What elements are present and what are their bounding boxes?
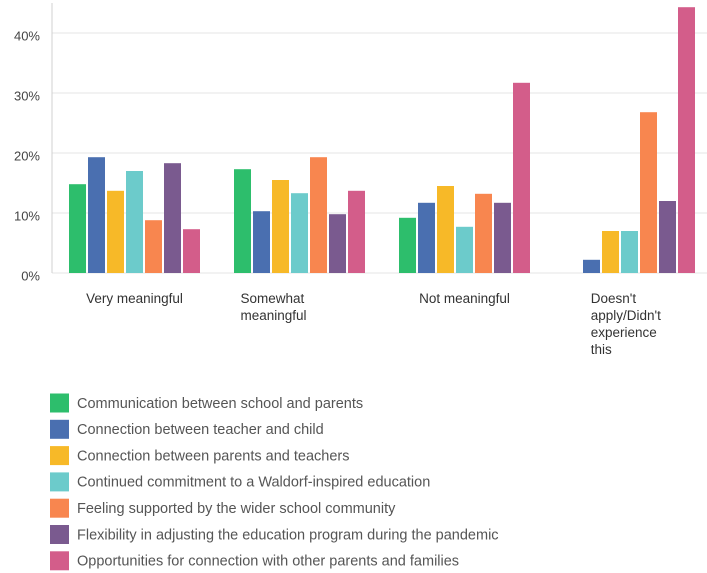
legend-label: Connection between teacher and child: [77, 422, 324, 438]
legend-label: Continued commitment to a Waldorf-inspir…: [77, 475, 430, 491]
y-tick-label: 40%: [14, 28, 40, 43]
bar: [348, 190, 365, 273]
bar: [583, 259, 600, 273]
x-tick-label: Doesn't apply/Didn't experience this: [590, 291, 661, 357]
legend-swatch: [50, 551, 69, 571]
legend-swatch: [50, 446, 69, 466]
y-tick-label: 20%: [14, 148, 40, 163]
bar: [88, 157, 105, 273]
bar: [145, 220, 162, 273]
bar: [107, 190, 124, 273]
bar: [640, 112, 657, 273]
bar: [310, 157, 327, 273]
legend-swatch: [50, 393, 69, 413]
y-tick-label: 0%: [21, 268, 40, 283]
legend-swatch: [50, 525, 69, 544]
legend-label: Connection between parents and teachers: [77, 448, 349, 464]
bar: [456, 226, 473, 273]
x-tick-label: Somewhat meaningful: [240, 291, 307, 323]
y-tick-label: 10%: [14, 208, 40, 223]
bar: [513, 82, 530, 273]
bar: [164, 163, 181, 273]
legend-label: Feeling supported by the wider school co…: [77, 501, 396, 517]
x-tick-label: Very meaningful: [86, 291, 183, 306]
y-tick-label: 30%: [14, 88, 40, 103]
x-tick-label: Not meaningful: [419, 291, 510, 306]
bar: [678, 7, 695, 273]
bar: [475, 193, 492, 273]
bar: [437, 186, 454, 273]
bar: [234, 169, 251, 273]
bar: [494, 202, 511, 273]
bar: [69, 184, 86, 273]
legend-label: Opportunities for connection with other …: [77, 554, 459, 570]
legend-swatch: [50, 498, 69, 518]
bar: [621, 231, 638, 273]
bar: [272, 180, 289, 273]
legend-label: Flexibility in adjusting the education p…: [77, 527, 499, 543]
bar: [253, 211, 270, 273]
bar: [659, 201, 676, 273]
legend-label: Communication between school and parents: [77, 396, 363, 412]
bar: [418, 202, 435, 273]
legend-swatch: [50, 472, 69, 492]
bar: [291, 193, 308, 273]
bar: [183, 229, 200, 273]
legend-swatch: [50, 419, 69, 439]
bar: [399, 217, 416, 273]
bar: [329, 214, 346, 273]
bar: [602, 231, 619, 273]
bar: [126, 171, 143, 273]
